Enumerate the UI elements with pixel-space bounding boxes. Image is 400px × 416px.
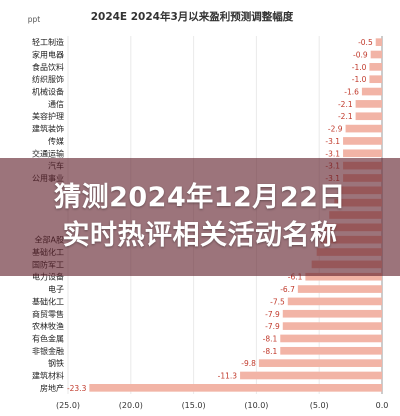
category-label-25: 非银金融 [32, 346, 64, 356]
bar-1 [370, 50, 382, 59]
value-label-1: -0.9 [353, 51, 368, 60]
value-label-23: -7.9 [265, 322, 280, 331]
category-label-9: 交通运输 [32, 148, 64, 158]
category-label-24: 有色金属 [32, 333, 64, 343]
bar-26 [258, 359, 382, 367]
value-label-19: -6.1 [288, 273, 303, 282]
chart-title: 2024E 2024年3月以来盈利预测调整幅度 [91, 10, 294, 23]
bar-0 [375, 38, 382, 46]
value-label-25: -8.1 [263, 347, 278, 356]
value-label-8: -3.1 [325, 137, 340, 146]
category-label-22: 商贸零售 [32, 309, 64, 319]
ticks-layer: (25.0) (20.0) (15.0) (10.0) (5.0) 0.0 [56, 401, 388, 410]
category-label-26: 钢铁 [48, 358, 64, 368]
value-label-0: -0.5 [358, 38, 373, 47]
bar-21 [287, 297, 382, 306]
x-tick-label-5: 0.0 [376, 401, 389, 410]
bar-23 [282, 322, 382, 330]
category-label-2: 食品饮料 [32, 62, 64, 72]
value-label-9: -3.1 [325, 149, 340, 158]
x-tick-label-0: (25.0) [56, 401, 80, 410]
category-label-5: 通信 [48, 99, 64, 109]
category-label-6: 美容护理 [32, 111, 64, 121]
category-label-7: 建筑装饰 [32, 124, 64, 134]
bar-7 [345, 124, 382, 133]
bar-2 [369, 63, 382, 71]
category-label-1: 家用电器 [32, 50, 64, 60]
bar-25 [280, 346, 382, 355]
bar-24 [280, 334, 382, 343]
value-label-4: -1.6 [344, 88, 359, 97]
bar-20 [297, 285, 382, 293]
category-label-27: 建筑材料 [32, 370, 64, 380]
value-label-22: -7.9 [265, 310, 280, 319]
x-tick-label-3: (10.0) [244, 401, 268, 410]
bar-28 [89, 384, 383, 392]
category-label-19: 电力设备 [32, 272, 64, 282]
value-label-5: -2.1 [338, 100, 353, 109]
category-label-4: 机械设备 [32, 87, 64, 97]
category-label-23: 农林牧渔 [32, 321, 64, 331]
x-tick-label-1: (20.0) [119, 401, 143, 410]
value-label-3: -1.0 [352, 75, 367, 84]
value-label-21: -7.5 [270, 297, 285, 306]
bar-4 [361, 87, 382, 96]
bar-3 [369, 75, 382, 84]
bar-5 [355, 100, 382, 108]
value-label-27: -11.3 [218, 371, 238, 380]
category-label-20: 电子 [48, 284, 64, 294]
x-tick-label-2: (15.0) [182, 401, 206, 410]
value-label-20: -6.7 [280, 285, 295, 294]
value-label-7: -2.9 [328, 125, 343, 134]
category-label-3: 纺织服饰 [32, 74, 64, 84]
bar-27 [240, 371, 382, 380]
bar-9 [343, 149, 382, 158]
bar-6 [355, 112, 382, 121]
value-label-6: -2.1 [338, 112, 353, 121]
value-label-28: -23.3 [67, 384, 87, 393]
overlay-line-2: 实时热评相关活动名称 [62, 220, 338, 251]
bar-19 [305, 272, 382, 281]
value-label-2: -1.0 [352, 63, 367, 72]
category-label-0: 轻工制造 [32, 37, 64, 47]
overlay-line-1: 猜测2024年12月22日 [54, 182, 346, 213]
bar-22 [282, 309, 382, 318]
overlay-banner: 猜测2024年12月22日 实时热评相关活动名称 [0, 158, 400, 276]
value-label-26: -9.8 [241, 359, 256, 368]
category-label-21: 基础化工 [32, 296, 64, 306]
category-label-28: 房地产 [40, 383, 64, 393]
value-label-24: -8.1 [263, 334, 278, 343]
unit-label: ppt [28, 15, 41, 24]
category-label-8: 传媒 [48, 136, 64, 146]
bar-8 [343, 137, 382, 145]
x-tick-label-4: (5.0) [310, 401, 329, 410]
